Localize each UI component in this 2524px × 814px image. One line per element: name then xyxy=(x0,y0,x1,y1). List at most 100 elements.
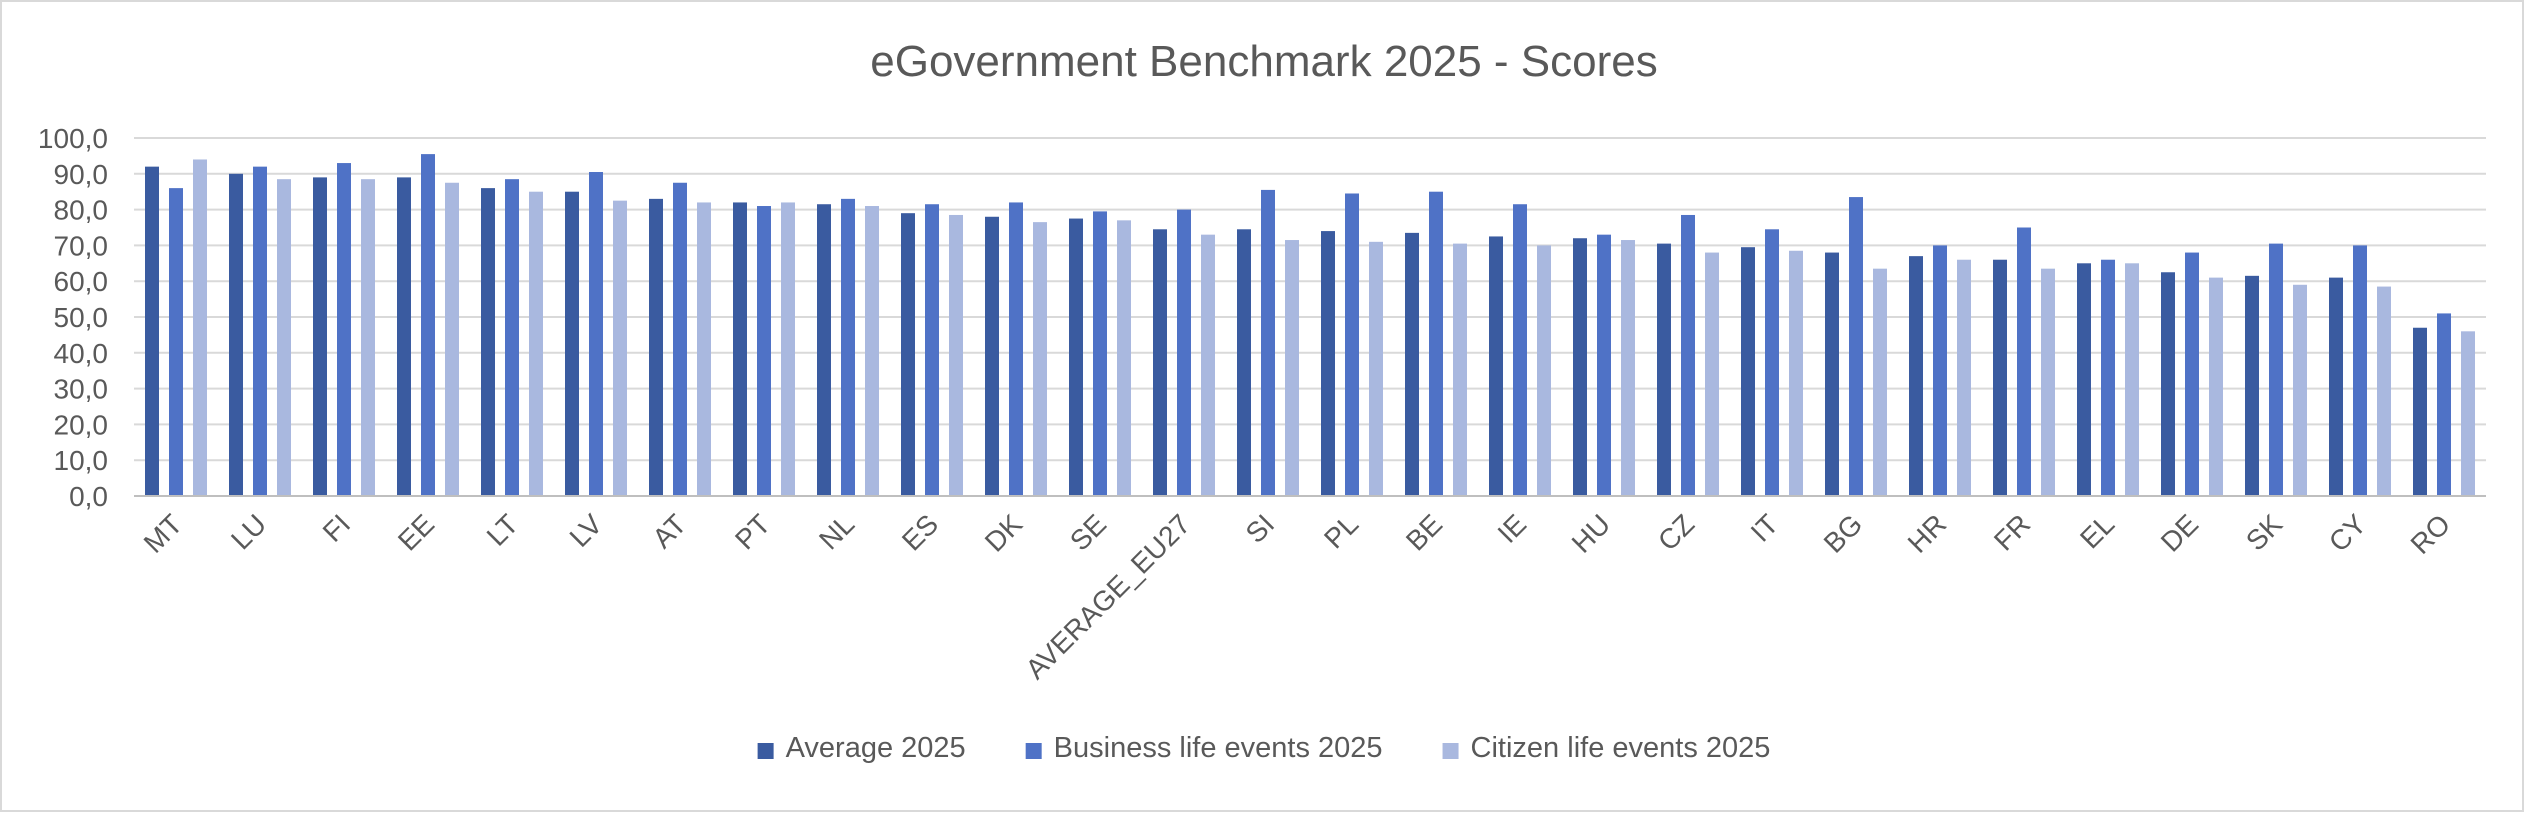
y-tick-label: 20,0 xyxy=(54,409,109,440)
y-axis-tick-labels: 0,0 10,0 20,0 30,0 40,0 50,0 60,0 70,0 80,0 90,0 1… xyxy=(38,123,108,512)
bar-average-eu27-series-2 xyxy=(1177,209,1191,496)
bar-nl-series-3 xyxy=(865,206,879,496)
bar-hr-series-1 xyxy=(1909,256,1923,496)
bar-be-series-2 xyxy=(1429,191,1443,496)
bar-pt-series-1 xyxy=(733,202,747,496)
y-tick-label: 90,0 xyxy=(54,159,109,190)
bar-dk-series-1 xyxy=(985,216,999,496)
y-tick-label: 80,0 xyxy=(54,195,109,226)
bar-cy-series-3 xyxy=(2377,286,2391,496)
bar-ie-series-3 xyxy=(1537,245,1551,496)
x-tick-label: FR xyxy=(1988,508,2036,556)
legend-label-3: Citizen life events 2025 xyxy=(1471,732,1771,764)
bar-at-series-2 xyxy=(673,182,687,496)
bar-fr-series-2 xyxy=(2017,227,2031,496)
bar-pt-series-3 xyxy=(781,202,795,496)
y-tick-label: 30,0 xyxy=(54,374,109,405)
bar-pl-series-3 xyxy=(1369,241,1383,496)
bar-cy-series-1 xyxy=(2329,277,2343,496)
bar-lv-series-2 xyxy=(589,172,603,496)
bar-nl-series-2 xyxy=(841,198,855,497)
bar-lv-series-3 xyxy=(613,200,627,496)
bar-si-series-2 xyxy=(1261,189,1275,496)
bar-si-series-3 xyxy=(1285,240,1299,496)
bar-bg-series-3 xyxy=(1873,268,1887,496)
bar-pt-series-2 xyxy=(757,206,771,496)
bar-lt-series-1 xyxy=(481,188,495,496)
bar-it-series-1 xyxy=(1741,247,1755,496)
bar-cz-series-3 xyxy=(1705,252,1719,496)
bar-el-series-2 xyxy=(2101,259,2115,496)
bar-average-eu27-series-3 xyxy=(1201,234,1215,496)
x-tick-label: EL xyxy=(2074,508,2120,554)
bar-sk-series-1 xyxy=(2245,275,2259,496)
x-tick-label: PT xyxy=(729,508,776,555)
x-tick-label: PL xyxy=(1318,508,1364,554)
bar-at-series-3 xyxy=(697,202,711,496)
bar-it-series-3 xyxy=(1789,250,1803,496)
bar-ie-series-2 xyxy=(1513,204,1527,497)
bar-lu-series-2 xyxy=(253,166,267,496)
legend-swatch-2 xyxy=(1025,743,1042,759)
x-tick-label: IT xyxy=(1745,508,1785,548)
y-tick-label: 70,0 xyxy=(54,230,109,261)
bar-de-series-2 xyxy=(2185,252,2199,496)
bar-nl-series-1 xyxy=(817,204,831,497)
bar-mt-series-3 xyxy=(193,159,207,497)
bar-ee-series-1 xyxy=(397,177,411,496)
x-tick-label: EE xyxy=(392,508,440,556)
bar-lu-series-1 xyxy=(229,173,243,497)
bar-se-series-3 xyxy=(1117,220,1131,496)
x-tick-label: HU xyxy=(1566,508,1617,559)
bar-fi-series-3 xyxy=(361,179,375,497)
bar-dk-series-3 xyxy=(1033,222,1047,496)
bar-el-series-3 xyxy=(2125,263,2139,496)
bar-sk-series-3 xyxy=(2293,284,2307,496)
x-tick-label: FI xyxy=(317,508,357,548)
bar-it-series-2 xyxy=(1765,229,1779,497)
bar-ro-series-3 xyxy=(2461,331,2475,496)
bar-se-series-1 xyxy=(1069,218,1083,497)
bar-hr-series-2 xyxy=(1933,245,1947,496)
bar-bg-series-2 xyxy=(1849,197,1863,496)
bar-pl-series-1 xyxy=(1321,231,1335,496)
bar-dk-series-2 xyxy=(1009,202,1023,496)
y-tick-label: 10,0 xyxy=(54,445,109,476)
bar-cy-series-2 xyxy=(2353,245,2367,496)
bar-hu-series-2 xyxy=(1597,234,1611,496)
bar-si-series-1 xyxy=(1237,229,1251,497)
bar-el-series-1 xyxy=(2077,263,2091,496)
legend-swatch-3 xyxy=(1442,743,1459,759)
x-tick-label: RO xyxy=(2405,508,2457,560)
bar-fr-series-1 xyxy=(1993,259,2007,496)
bar-fi-series-1 xyxy=(313,177,327,496)
x-tick-label: DE xyxy=(2155,508,2204,557)
bar-es-series-2 xyxy=(925,204,939,497)
x-tick-label: SE xyxy=(1064,508,1112,556)
bar-fr-series-3 xyxy=(2041,268,2055,496)
bar-es-series-1 xyxy=(901,213,915,496)
x-tick-label: NL xyxy=(813,508,860,555)
bar-mt-series-1 xyxy=(145,166,159,496)
x-tick-label: DK xyxy=(979,508,1029,558)
x-tick-label: BG xyxy=(1818,508,1869,559)
x-tick-label: HR xyxy=(1902,508,1953,559)
x-tick-label: MT xyxy=(138,508,189,559)
bar-lt-series-3 xyxy=(529,191,543,496)
bar-fi-series-2 xyxy=(337,163,351,496)
legend-label-2: Business life events 2025 xyxy=(1054,732,1383,764)
legend-swatch-1 xyxy=(757,743,774,759)
legend-label-1: Average 2025 xyxy=(786,732,966,764)
bar-pl-series-2 xyxy=(1345,193,1359,497)
chart-title: eGovernment Benchmark 2025 - Scores xyxy=(870,37,1658,86)
bar-es-series-3 xyxy=(949,214,963,496)
grid-lines xyxy=(134,137,2486,462)
bar-ie-series-1 xyxy=(1489,236,1503,496)
bar-hr-series-3 xyxy=(1957,259,1971,496)
x-tick-label: CZ xyxy=(1652,508,1700,556)
x-tick-label: SI xyxy=(1240,508,1281,549)
bar-hu-series-3 xyxy=(1621,240,1635,496)
y-tick-label: 0,0 xyxy=(69,481,108,512)
bar-ee-series-3 xyxy=(445,182,459,496)
